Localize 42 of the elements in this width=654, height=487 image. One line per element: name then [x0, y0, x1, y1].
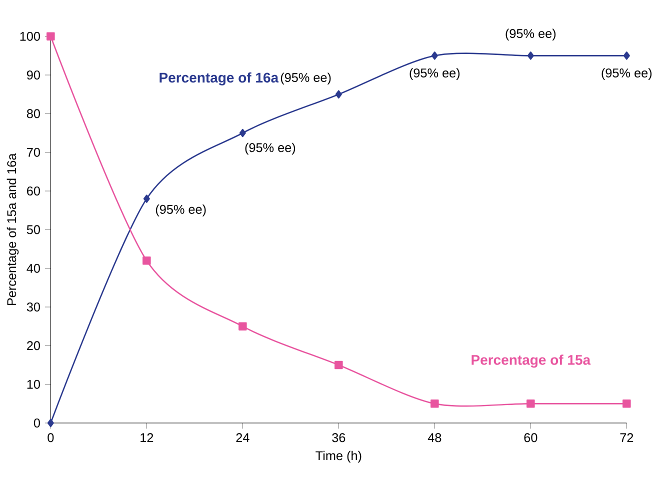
- point: [335, 90, 342, 98]
- point: [47, 418, 54, 428]
- y-tick-label: 30: [26, 302, 40, 312]
- y-tick-label: 60: [27, 186, 40, 196]
- point: [526, 400, 535, 408]
- y-tick-label: 100: [20, 32, 40, 41]
- annotation: (95% ee): [506, 28, 556, 41]
- x-tick-label: 72: [620, 433, 634, 442]
- y-tick-label: 50: [26, 225, 40, 234]
- point: [334, 360, 343, 370]
- x-tick-label: 24: [236, 433, 250, 442]
- y-tick-label: 70: [27, 148, 40, 157]
- point: [142, 256, 151, 265]
- point: [143, 194, 150, 203]
- point: [46, 32, 55, 40]
- annotation: (95% ee): [156, 204, 206, 216]
- y-tick-label: 40: [26, 264, 40, 273]
- x-tick-label: 60: [524, 433, 538, 442]
- annotation: (95% ee): [602, 68, 652, 80]
- text: Percentage of 15a: [472, 354, 591, 368]
- text: Percentage of 16a: [160, 72, 279, 86]
- x-axis-title: Time (h): [316, 450, 362, 463]
- x-tick-label: 12: [140, 433, 154, 442]
- point: [622, 400, 631, 408]
- y-tick-label: 20: [27, 341, 40, 350]
- annotation: (95% ee): [410, 68, 460, 80]
- annotation: (95% ee): [245, 142, 296, 155]
- y-tick-label: 80: [26, 109, 40, 118]
- y-tick-label: 10: [27, 380, 40, 389]
- point: [430, 400, 439, 408]
- point: [238, 322, 247, 330]
- point: [239, 128, 246, 138]
- y-axis-title: Percentage of 15a and 16a: [6, 153, 19, 306]
- annotation: (95% ee): [280, 72, 331, 85]
- x-tick-label: 36: [332, 433, 346, 442]
- point: [431, 52, 438, 60]
- x-tick-label: 48: [428, 433, 442, 442]
- x-tick-label: 0: [48, 433, 54, 442]
- point: [623, 52, 630, 60]
- y-tick-label: 0: [34, 418, 40, 428]
- y-tick-label: 90: [26, 70, 40, 80]
- point: [527, 52, 534, 60]
